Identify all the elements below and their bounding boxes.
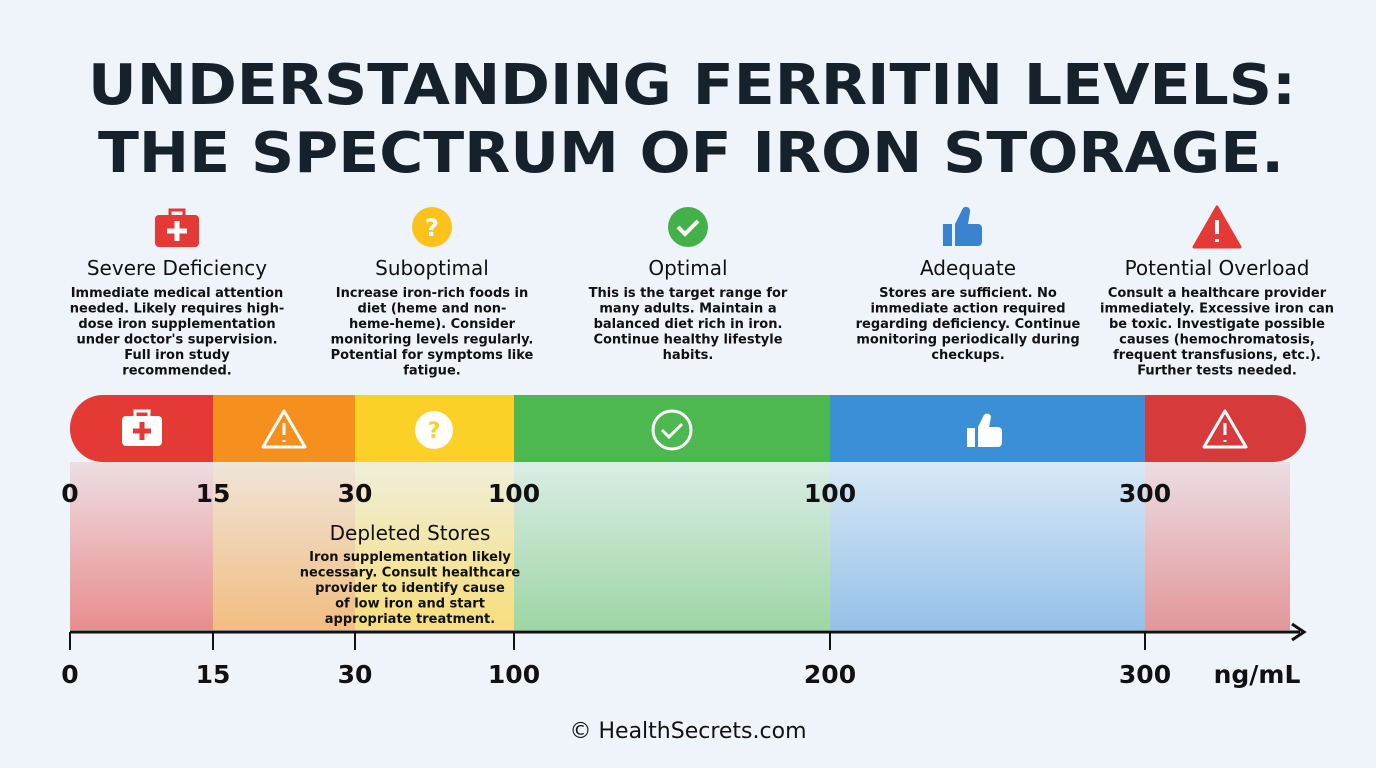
spectrum-bar [70,395,1306,462]
zone-fills [70,462,1290,630]
icon-check [668,207,708,247]
bar-label: 0 [61,479,78,508]
tick-label: 30 [338,660,373,689]
zone-label: Severe Deficiency [87,256,267,280]
zone-description: diet (heme and non- [358,302,507,317]
zone-description: frequent transfusions, etc.). [1113,348,1321,363]
zone-description: This is the target range for [589,286,788,301]
zone-fill [830,462,1145,630]
depleted-description: of low iron and start [335,597,485,612]
icon-warning [1202,409,1248,449]
depleted-description: provider to identify cause [315,581,505,596]
zone-icons: ? [155,205,1242,249]
tick-label: 200 [804,660,856,689]
zone-description: regarding deficiency. Continue [856,317,1081,332]
zone-description: monitoring periodically during [856,333,1079,348]
bar-label: 300 [1119,479,1171,508]
zone-description: Increase iron-rich foods in [336,286,528,301]
bar-label: 15 [196,479,231,508]
icon-medkit [122,409,162,446]
zone-description: causes (hemochromatosis, [1119,333,1315,348]
icon-warning [261,409,307,449]
zone-label: Adequate [920,256,1016,280]
bar-segment [514,395,830,462]
svg-text:?: ? [425,214,439,242]
title-line: UNDERSTANDING FERRITIN LEVELS: [88,53,1296,118]
depleted-description: appropriate treatment. [325,612,495,627]
icon-medkit [155,208,199,247]
zone-description: habits. [663,348,714,363]
zone-label: Potential Overload [1125,256,1310,280]
zone-description: immediate action required [870,302,1065,317]
zone-description: immediately. Excessive iron can [1100,302,1334,317]
zone-description: dose iron supplementation [78,317,275,332]
tick-label: 15 [196,660,231,689]
bar-label: 100 [804,479,856,508]
zone-description: Stores are sufficient. No [879,286,1057,301]
tick-label: 100 [488,660,540,689]
svg-text:?: ? [428,419,441,444]
tick-label: 300 [1119,660,1171,689]
zone-description: Further tests needed. [1137,364,1297,379]
zone-description: fatigue. [403,364,460,379]
zone-description: Immediate medical attention [71,286,284,301]
zone-description: many adults. Maintain a [599,302,776,317]
tick-label: 0 [61,660,78,689]
zone-description: checkups. [931,348,1004,363]
zone-description: under doctor's supervision. [76,333,277,348]
zone-description: Continue healthy lifestyle [593,333,782,348]
zone-description: Potential for symptoms like [331,348,534,363]
zone-description: needed. Likely requires high- [70,302,285,317]
depleted-description: Iron supplementation likely [309,550,511,565]
zone-fill [70,462,213,630]
icon-check [651,409,693,451]
footer: © HealthSecrets.com [570,719,807,744]
zone-fill [1145,462,1290,630]
zone-description: recommended. [122,364,231,379]
zone-description: balanced diet rich in iron. [594,317,783,332]
icon-thumb [967,413,1002,447]
depleted-label: Depleted Stores [330,521,491,545]
zone-fill [213,462,355,630]
title-line: THE SPECTRUM OF IRON STORAGE. [98,121,1284,186]
icon-thumb [943,206,982,246]
zone-description: heme-heme). Consider [349,317,516,332]
icon-question: ? [412,207,452,247]
zone-description: monitoring levels regularly. [331,333,534,348]
bar-label: 100 [488,479,540,508]
zone-description: Full iron study [124,348,230,363]
zone-label: Optimal [648,256,727,280]
zone-fill [355,462,514,630]
icon-question: ? [415,411,453,449]
zone-description: Consult a healthcare provider [1108,286,1327,301]
axis-arrow [1291,622,1307,642]
bar-icons: ? [122,409,1248,451]
zone-label: Suboptimal [375,256,489,280]
icon-warning [1192,205,1242,249]
axis-unit: ng/mL [1214,660,1301,689]
bar-label: 30 [338,479,373,508]
zone-description: be toxic. Investigate possible [1109,317,1325,332]
zone-fill [514,462,830,630]
depleted-description: necessary. Consult healthcare [300,566,521,581]
